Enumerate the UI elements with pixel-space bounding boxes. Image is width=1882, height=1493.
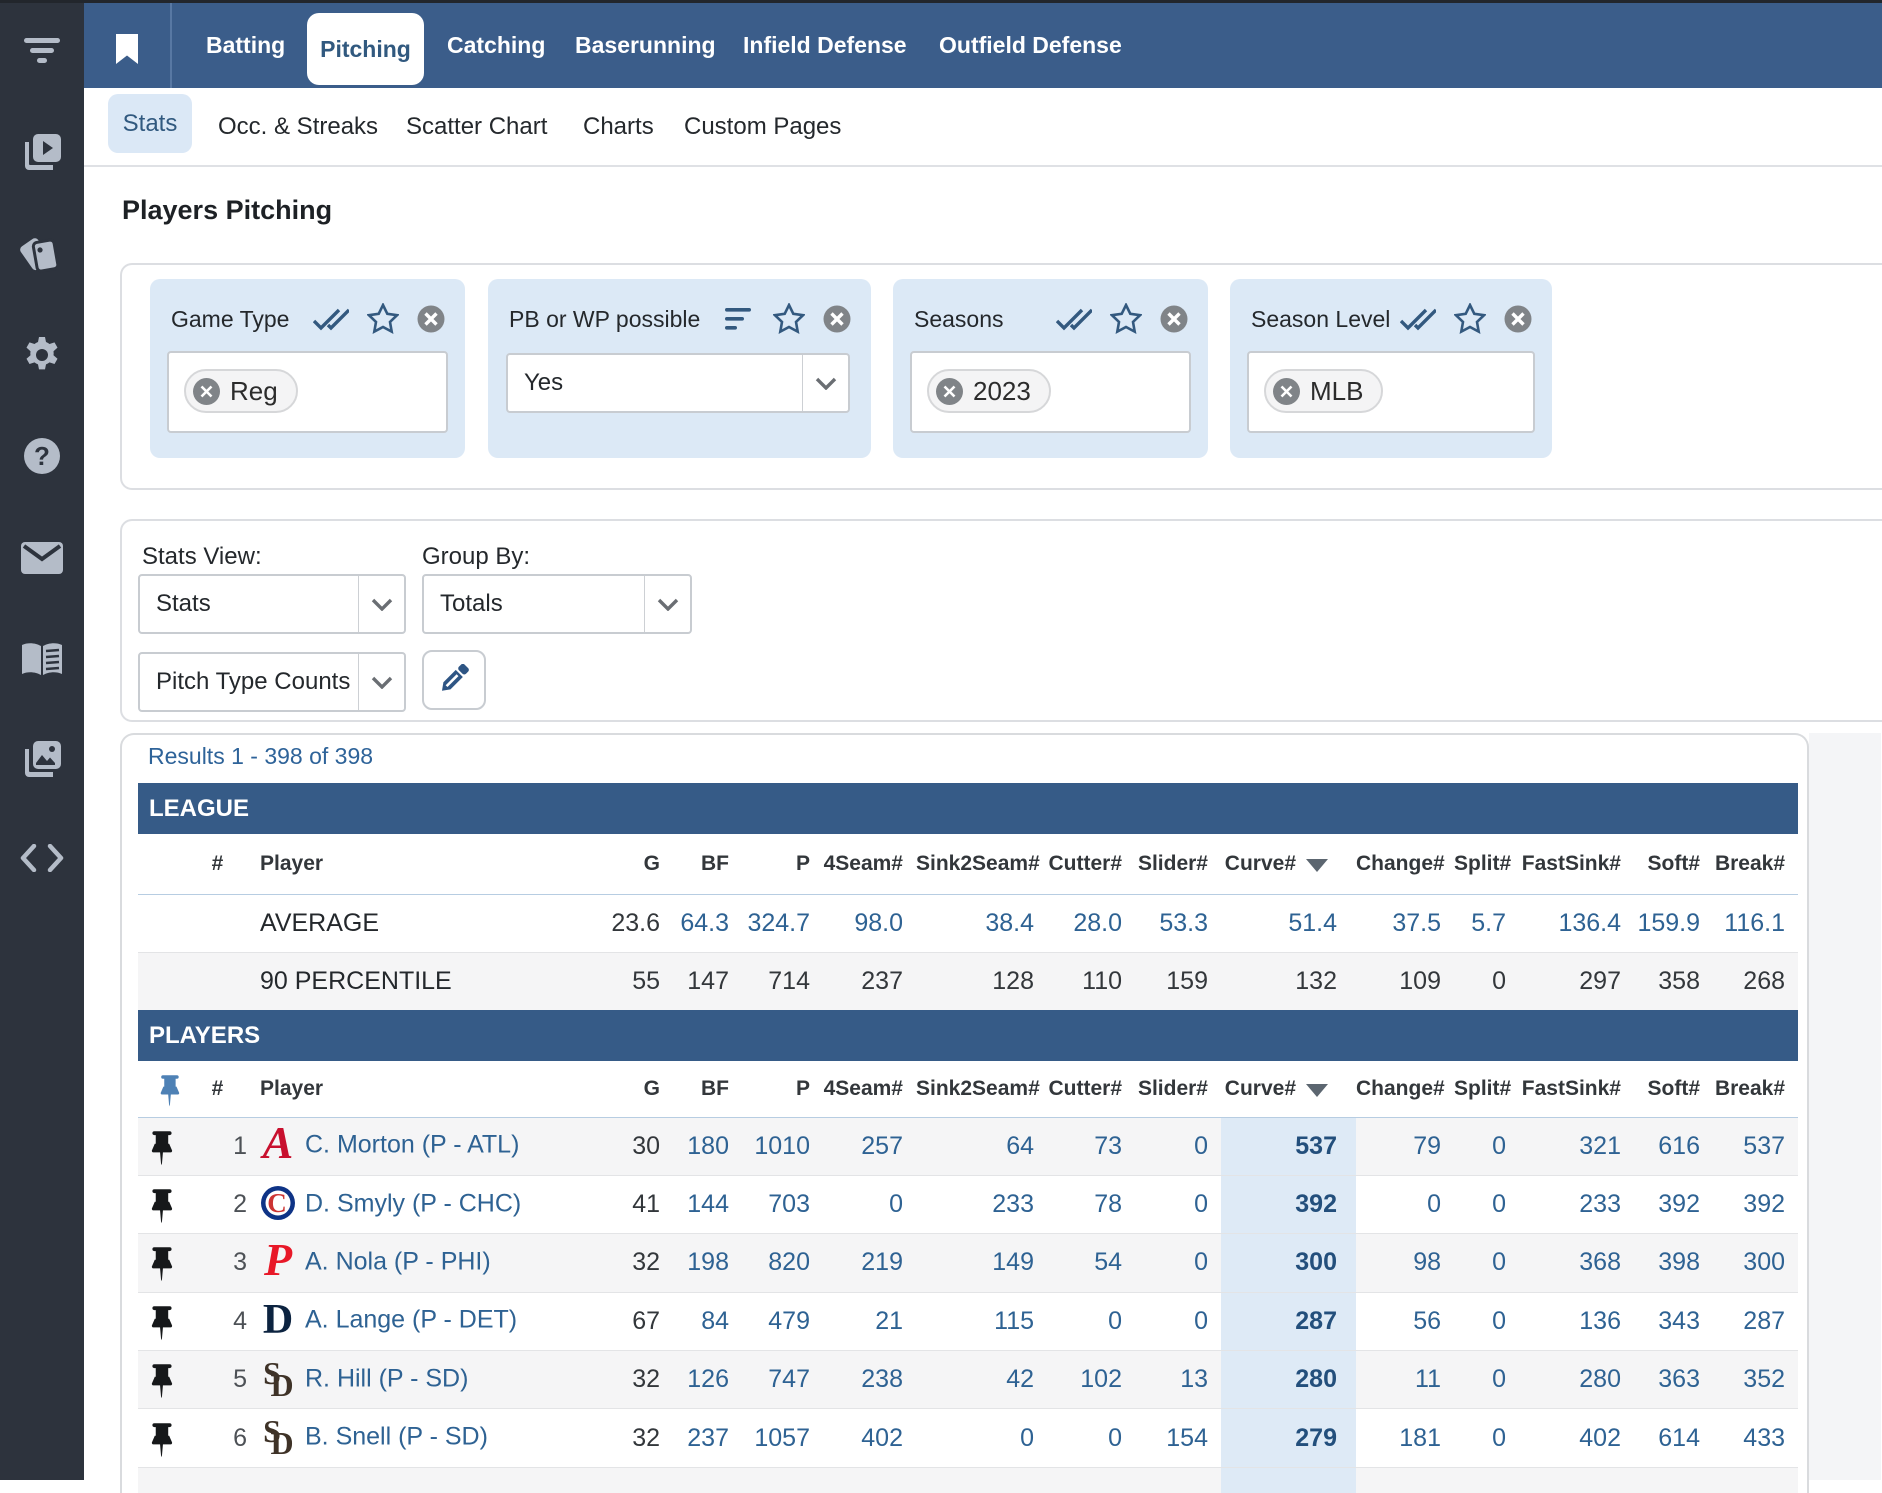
- svg-text:P: P: [263, 1241, 293, 1281]
- svg-text:D: D: [263, 1299, 293, 1339]
- svg-text:?: ?: [34, 441, 50, 471]
- svg-text:D: D: [270, 1367, 293, 1398]
- svg-text:S: S: [263, 1358, 281, 1391]
- svg-text:A: A: [260, 1124, 293, 1164]
- svg-text:C: C: [267, 1188, 287, 1218]
- svg-text:D: D: [270, 1425, 293, 1456]
- svg-text:S: S: [263, 1416, 281, 1449]
